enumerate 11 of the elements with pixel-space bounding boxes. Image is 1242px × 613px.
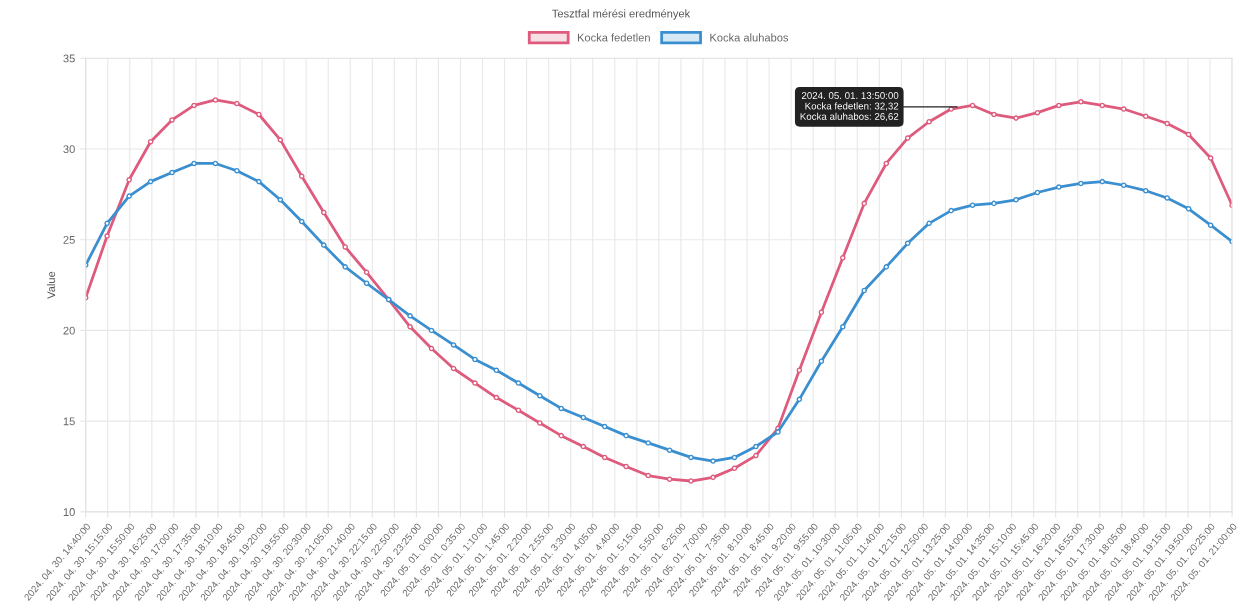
y-tick-label: 10 bbox=[63, 508, 75, 516]
y-axis-title: Value bbox=[47, 271, 56, 299]
y-tick-label: 25 bbox=[63, 235, 75, 244]
y-tick-label: 15 bbox=[63, 417, 75, 426]
annotation: 2024. 05. 01. 13:50:00 Kocka fedetlen: 32,32 Kocka aluhabos: 26,62 bbox=[800, 92, 899, 122]
y-tick-label: 35 bbox=[63, 54, 75, 63]
chart-title: Tesztfal mérési eredmények bbox=[552, 9, 691, 20]
legend-label: Kocka fedetlen bbox=[577, 33, 650, 42]
y-tick-label: 20 bbox=[63, 326, 75, 335]
y-tick-label: 30 bbox=[63, 145, 75, 154]
legend-label: Kocka aluhabos bbox=[710, 33, 789, 42]
